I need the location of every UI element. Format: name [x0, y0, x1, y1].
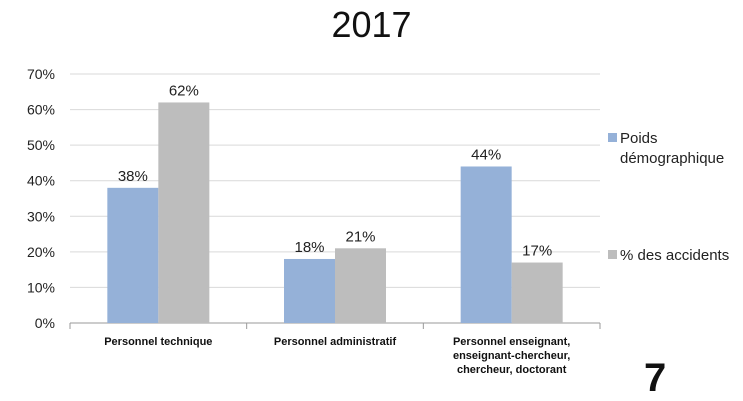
y-tick-label: 0%	[35, 315, 55, 331]
data-label: 21%	[345, 228, 375, 245]
legend-label: Poids	[620, 130, 658, 147]
legend-swatch	[608, 250, 617, 259]
data-label: 44%	[471, 146, 501, 163]
page-number: 7	[644, 356, 667, 400]
y-tick-label: 70%	[27, 66, 55, 82]
legend-label: % des accidents	[620, 247, 729, 264]
data-label: 38%	[118, 168, 148, 185]
chart-title: 2017	[331, 4, 412, 45]
bar	[335, 248, 386, 323]
y-tick-label: 60%	[27, 102, 55, 118]
category-label: Personnel enseignant,	[453, 336, 570, 348]
category-label: chercheur, doctorant	[457, 364, 567, 376]
y-tick-label: 30%	[27, 208, 55, 224]
legend-label: démographique	[620, 150, 724, 167]
y-tick-label: 10%	[27, 279, 55, 295]
bar	[511, 262, 563, 323]
y-tick-label: 20%	[27, 244, 55, 260]
bar	[460, 166, 512, 323]
bar	[284, 258, 335, 323]
category-label: enseignant-chercheur,	[453, 350, 570, 362]
legend-swatch	[608, 133, 617, 142]
bar	[107, 187, 159, 323]
data-label: 18%	[294, 239, 324, 256]
chart-container: 2017 0% 10% 20% 30% 40% 50% 60% 70% 38% 62% Person…	[27, 4, 729, 400]
bar	[158, 102, 210, 323]
y-tick-label: 50%	[27, 137, 55, 153]
bar-chart: 0% 10% 20% 30% 40% 50% 60% 70% 38% 62% Personnel t…	[27, 66, 729, 376]
y-tick-label: 40%	[27, 173, 55, 189]
data-label: 62%	[169, 82, 199, 99]
category-label: Personnel technique	[104, 336, 212, 348]
category-label: Personnel administratif	[274, 336, 397, 348]
data-label: 17%	[522, 243, 552, 260]
